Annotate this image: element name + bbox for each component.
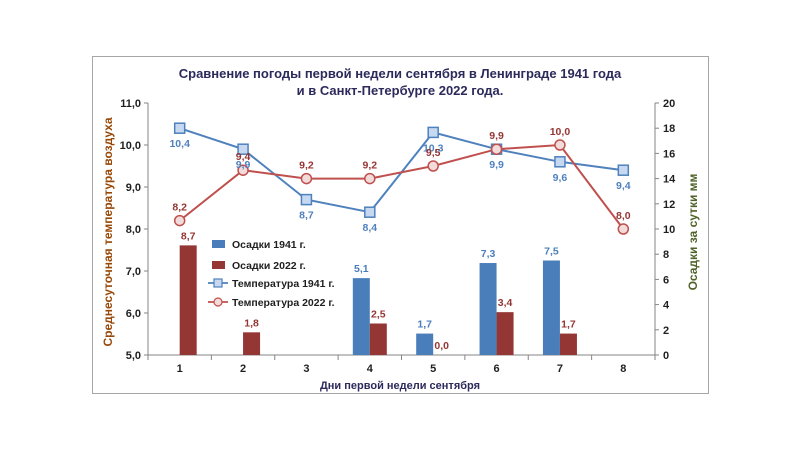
legend-label-precip-2022: Осадки 2022 г.: [232, 260, 306, 272]
chart-title-line-1: Сравнение погоды первой недели сентября …: [179, 66, 622, 81]
bar-precip-2022-day-1: [179, 245, 197, 355]
bar-data-label: 2,5: [371, 309, 386, 321]
point-temp-2022-day-4: [364, 172, 376, 185]
point-temp-1941-day-5: [427, 126, 439, 139]
bar-data-label: 8,7: [181, 230, 196, 242]
y-left-tick-label: 9,0: [126, 182, 141, 194]
point-temp-2022-day-3: [300, 172, 313, 185]
point-temp-2022-day-1: [173, 214, 186, 227]
chart-title-line-2: и в Санкт-Петербурге 2022 года.: [297, 83, 504, 98]
point-data-label: 8,4: [363, 222, 378, 234]
bar-precip-1941-day-6: [479, 263, 497, 355]
point-data-label: 9,6: [553, 172, 568, 184]
y-right-tick-label: 6: [663, 274, 669, 286]
point-data-label: 9,4: [616, 180, 631, 192]
lines-layer: [173, 122, 630, 235]
point-data-label: 10,4: [169, 138, 190, 150]
x-tick-label: 8: [620, 363, 626, 375]
bar-data-label: 1,7: [561, 319, 576, 331]
bar-data-label: 5,1: [354, 263, 369, 275]
bar-data-label: 0,0: [434, 340, 449, 352]
point-temp-1941-day-4: [364, 206, 376, 218]
y-right-tick-label: 8: [663, 249, 669, 261]
y-left-tick-label: 5,0: [126, 350, 141, 362]
x-tick-label: 6: [494, 363, 500, 375]
axes-layer: 5,06,07,08,09,010,011,002468101214161820…: [120, 98, 677, 375]
y-left-tick-label: 8,0: [126, 224, 141, 236]
point-data-label: 8,7: [299, 210, 314, 222]
point-temp-1941-day-2: [237, 143, 249, 155]
legend-swatch-precip-1941: [212, 240, 225, 248]
legend-label-temp-2022: Температура 2022 г.: [232, 297, 335, 309]
bar-data-label: 1,8: [244, 317, 259, 329]
legend-swatch-temp-1941: [208, 278, 228, 288]
x-tick-label: 1: [177, 363, 183, 375]
y-right-tick-label: 12: [663, 199, 675, 211]
line-temp-2022: [179, 143, 625, 230]
x-tick-label: 4: [367, 363, 374, 375]
legend-swatch-temp-2022: [208, 297, 228, 307]
y-right-tick-label: 10: [663, 224, 675, 236]
point-data-label: 9,4: [236, 151, 251, 163]
y-right-tick-label: 20: [663, 98, 675, 110]
y-right-tick-label: 16: [663, 148, 675, 160]
point-temp-2022-day-7: [554, 139, 566, 151]
bar-precip-1941-day-5: [416, 333, 434, 355]
y-left-tick-label: 7,0: [126, 266, 141, 278]
point-data-label: 9,9: [489, 159, 504, 171]
y-axis-left-title: Среднесуточная температура воздуха: [101, 117, 115, 346]
point-temp-2022-day-8: [617, 223, 630, 235]
legend-label-precip-1941: Осадки 1941 г.: [232, 239, 306, 251]
y-right-tick-label: 0: [663, 350, 669, 362]
labels-layer: 5,1 1,7 7,3 7,5 8,7 1,8 2,5 0,0 3,4 1,7 10,4 9,9 8,7…: [169, 126, 630, 352]
point-temp-1941-day-7: [554, 156, 566, 168]
bar-precip-2022-day-4: [369, 323, 387, 355]
point-temp-2022-day-2: [237, 164, 249, 176]
y-right-tick-label: 2: [663, 325, 669, 337]
bars-layer: [179, 245, 577, 355]
bar-precip-2022-day-2: [243, 332, 261, 355]
bar-data-label: 7,5: [544, 246, 559, 258]
y-right-tick-label: 14: [663, 174, 676, 186]
bar-precip-2022-day-6: [496, 312, 514, 355]
x-tick-label: 2: [240, 363, 246, 375]
point-data-label: 9,9: [489, 130, 504, 142]
point-temp-1941-day-3: [300, 193, 313, 206]
point-temp-1941-day-1: [173, 122, 186, 134]
point-data-label: 8,2: [172, 202, 187, 214]
bar-precip-1941-day-7: [542, 260, 560, 355]
bar-precip-2022-day-7: [559, 333, 577, 355]
point-data-label: 8,0: [616, 210, 631, 222]
x-tick-label: 7: [557, 363, 563, 375]
x-tick-label: 3: [303, 363, 309, 375]
bar-data-label: 3,4: [498, 297, 513, 309]
y-right-tick-label: 4: [663, 300, 670, 312]
bar-data-label: 1,7: [417, 319, 432, 331]
y-left-tick-label: 10,0: [120, 140, 141, 152]
point-temp-2022-day-5: [427, 160, 439, 172]
legend-swatch-precip-2022: [212, 261, 225, 269]
point-temp-1941-day-8: [617, 164, 630, 176]
point-temp-2022-day-6: [490, 143, 503, 155]
point-data-label: 10,3: [423, 142, 444, 154]
y-left-tick-label: 6,0: [126, 308, 141, 320]
y-left-tick-label: 11,0: [120, 98, 141, 110]
y-axis-right-title: Осадки за сутки мм: [686, 173, 700, 290]
bar-data-label: 7,3: [481, 248, 496, 260]
point-data-label: 9,9: [236, 159, 251, 171]
legend-label-temp-1941: Температура 1941 г.: [232, 278, 335, 290]
x-tick-label: 5: [430, 363, 436, 375]
point-data-label: 10,0: [550, 126, 571, 138]
bar-precip-1941-day-4: [352, 278, 370, 355]
point-data-label: 9,2: [363, 160, 378, 172]
y-right-tick-label: 18: [663, 123, 675, 135]
x-axis-title: Дни первой недели сентября: [320, 380, 480, 392]
point-data-label: 9,2: [299, 160, 314, 172]
legend: Осадки 1941 г. Осадки 2022 г. Температур…: [208, 239, 335, 309]
point-data-label: 9,5: [426, 147, 441, 159]
